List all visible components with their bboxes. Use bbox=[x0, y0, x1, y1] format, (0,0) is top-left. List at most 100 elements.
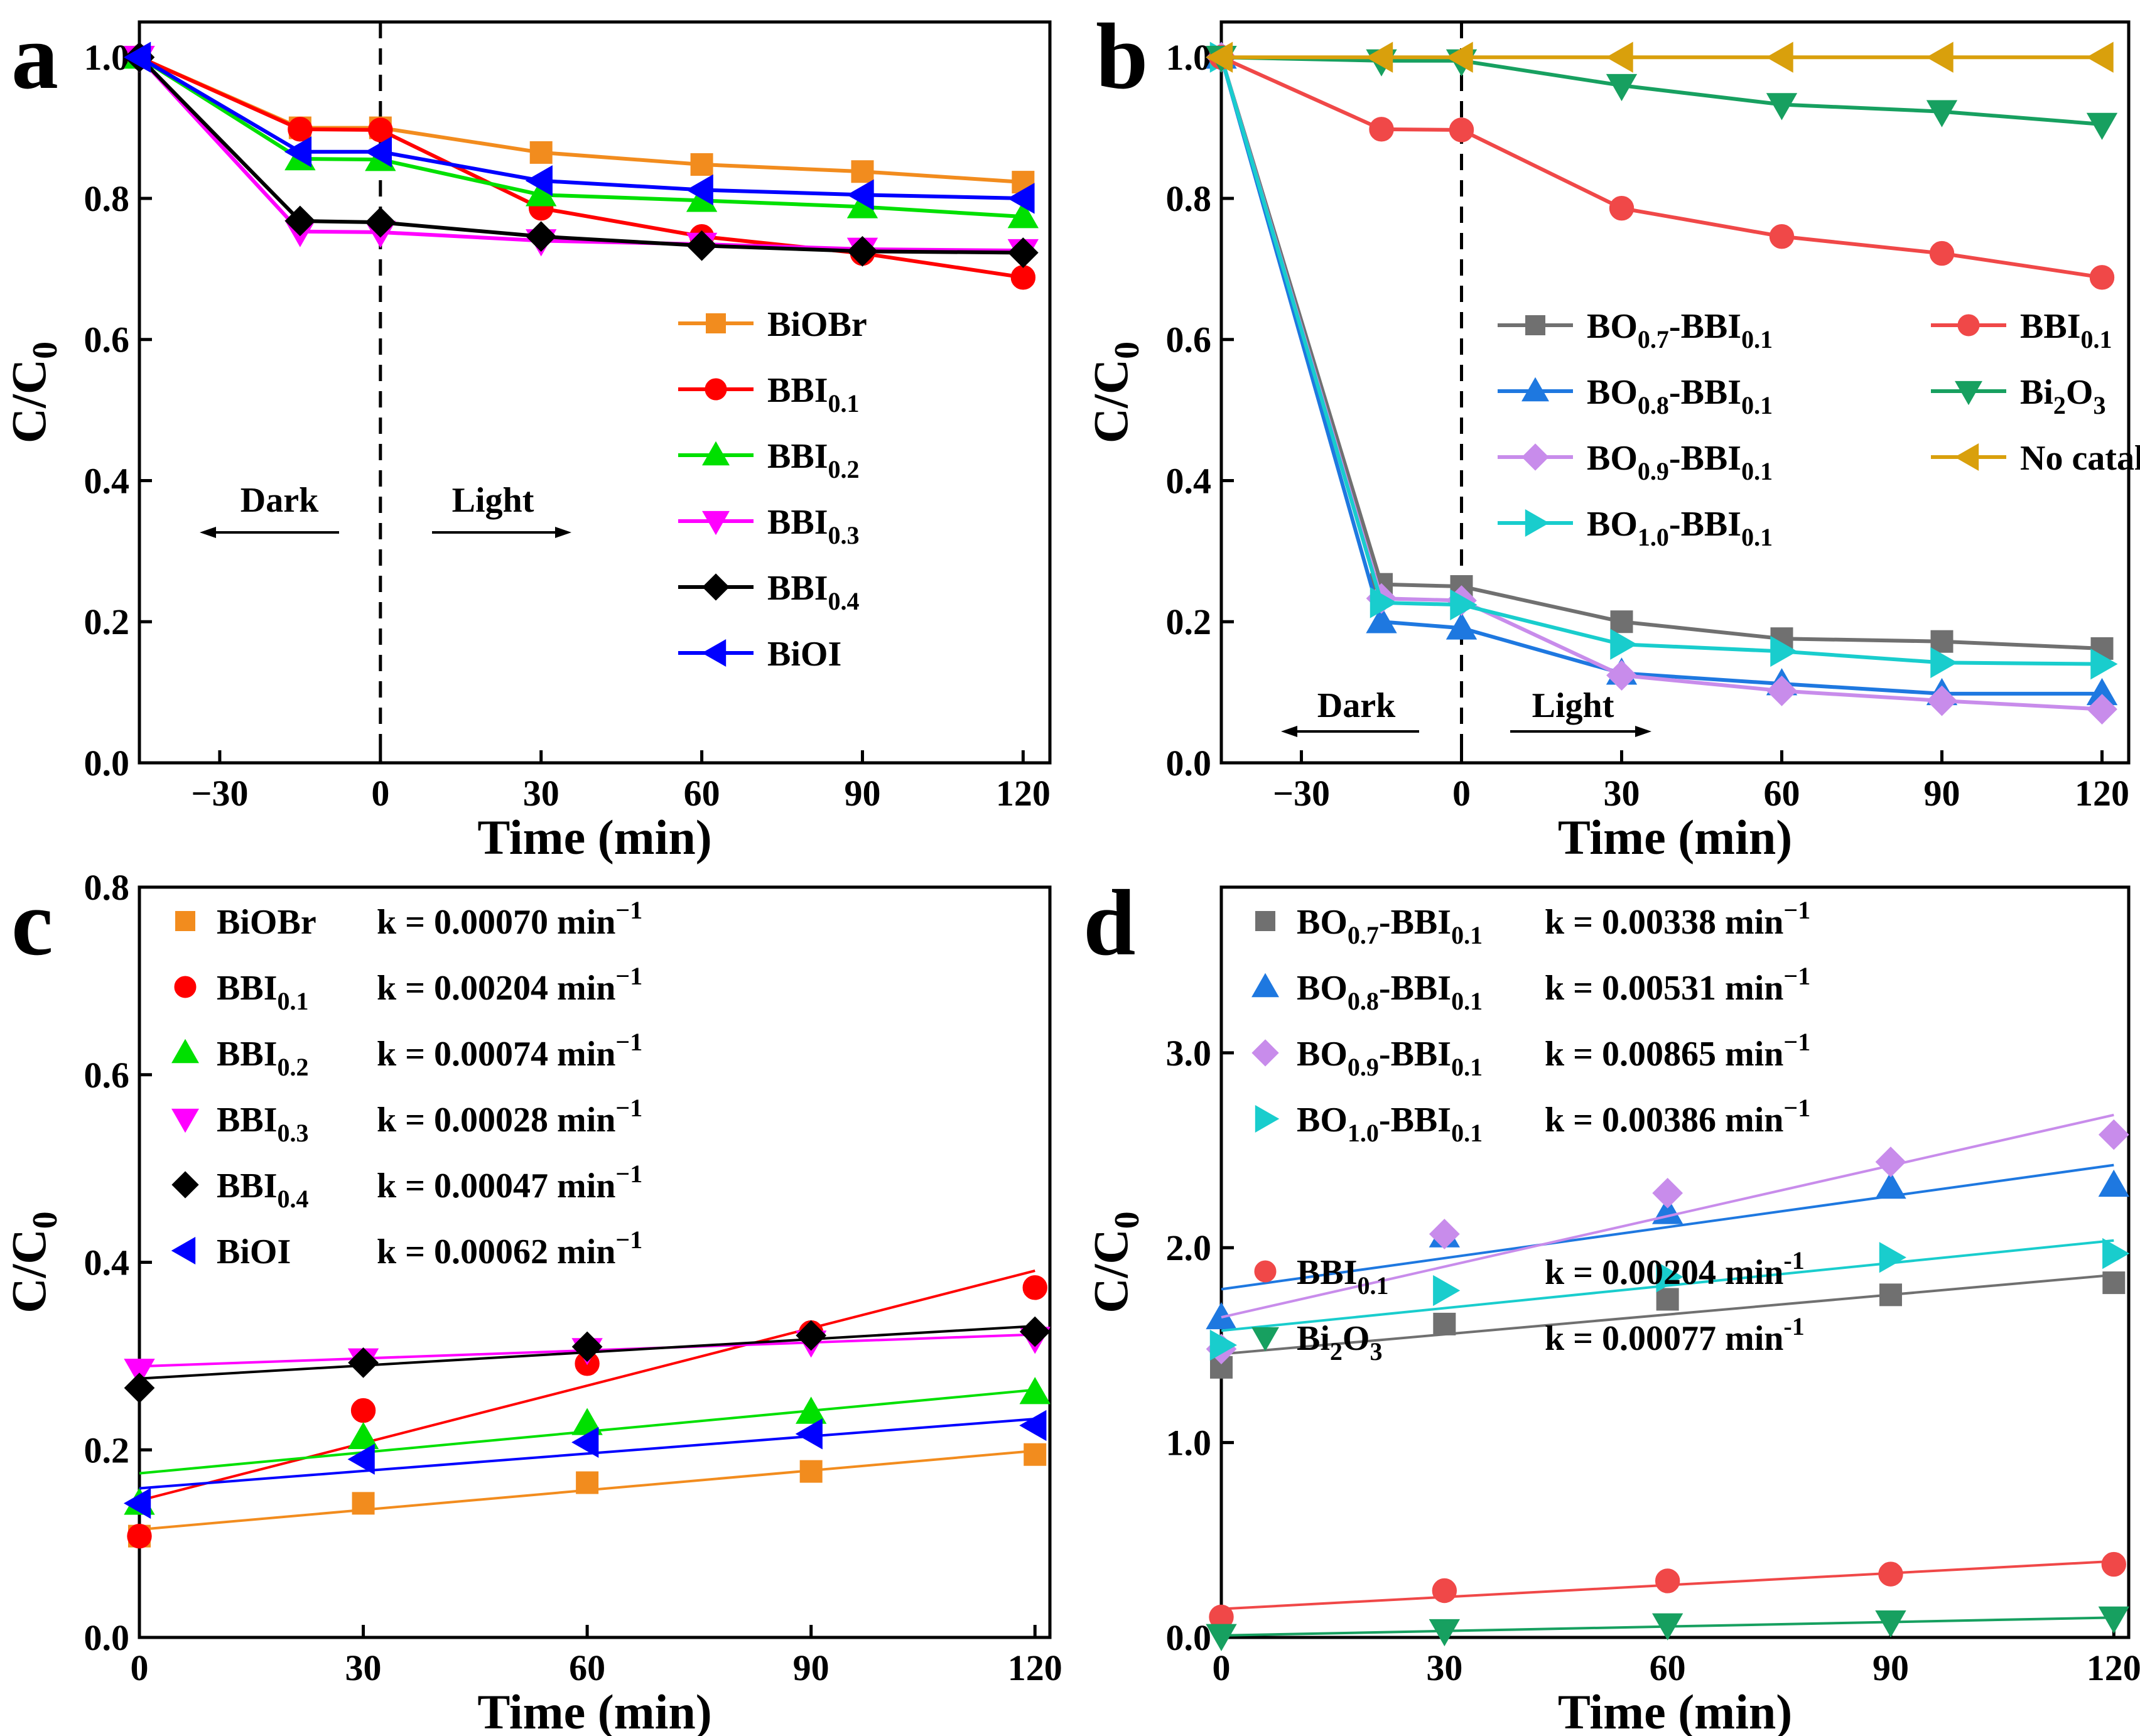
legend-label: Bi2O3 bbox=[2020, 373, 2105, 419]
panel-a: a −30 0 30 60 90 120 0.0 0.2 0.4 0.6 0.8 1.0 Time (m… bbox=[1, 4, 1052, 865]
data-point bbox=[352, 1492, 375, 1515]
legend-label: BBI0.3 bbox=[217, 1101, 309, 1147]
legend-item-d: Bi2O3 k = 0.00077 min-1 bbox=[1251, 1312, 1805, 1366]
legend-item-a: BiOBr bbox=[678, 305, 867, 344]
legend-item-c: BBI0.1 k = 0.00204 min−1 bbox=[174, 962, 642, 1015]
y-tick-label-a: 1.0 bbox=[84, 37, 130, 78]
legend-item-b: No catalyst bbox=[1931, 439, 2140, 478]
data-point bbox=[1930, 630, 1954, 653]
panel-letter-a: a bbox=[11, 4, 58, 109]
y-axis-label-d: C/C0 bbox=[1083, 1211, 1147, 1313]
legend-marker bbox=[1525, 509, 1550, 537]
data-point bbox=[1875, 1610, 1906, 1638]
data-point bbox=[686, 230, 717, 261]
y-axis-label-b: C/C0 bbox=[1083, 342, 1147, 443]
x-tick-label-b: 90 bbox=[1924, 773, 1960, 814]
legend-label: Bi2O3 bbox=[1297, 1319, 1382, 1366]
data-point bbox=[124, 1372, 155, 1404]
legend-marker bbox=[1251, 973, 1279, 998]
series-b-Bi2O3 bbox=[1206, 45, 2118, 140]
legend-label: BBI0.1 bbox=[217, 969, 309, 1015]
legend-label: BO0.9-BBI0.1 bbox=[1587, 439, 1773, 485]
data-point bbox=[1206, 41, 1233, 73]
series-a-BBI0.4 bbox=[124, 41, 1039, 268]
data-point bbox=[2086, 41, 2114, 73]
panel-letter-d: d bbox=[1083, 871, 1135, 975]
series-d-Bi2O3 bbox=[1206, 1606, 2129, 1651]
series-d-BO1.0-BBI0.1 bbox=[1209, 1237, 2130, 1361]
data-point bbox=[1766, 93, 1798, 121]
data-point bbox=[1010, 265, 1036, 290]
legend-marker bbox=[1254, 1260, 1277, 1283]
legend-marker bbox=[702, 441, 730, 466]
legend-marker bbox=[702, 573, 730, 601]
data-point bbox=[1366, 606, 1397, 633]
series-c-BiOI bbox=[124, 1410, 1047, 1519]
data-point bbox=[2090, 648, 2118, 680]
legend-marker bbox=[1255, 1105, 1280, 1133]
legend-label: BiOBr bbox=[767, 305, 867, 344]
fit-line bbox=[139, 1270, 1035, 1502]
legend-marker bbox=[1521, 443, 1549, 471]
data-point bbox=[1926, 41, 1954, 73]
data-point bbox=[1369, 117, 1394, 142]
legend-rate-constant: k = 0.00070 min−1 bbox=[377, 896, 642, 942]
x-tick-label-a: 90 bbox=[844, 773, 880, 814]
y-axis-label-a: C/C0 bbox=[1, 342, 65, 443]
x-tick-label-c: 60 bbox=[569, 1647, 605, 1688]
data-point bbox=[2098, 1119, 2129, 1150]
legend-label: No catalyst bbox=[2020, 439, 2140, 478]
legend-rate-constant: k = 0.00062 min−1 bbox=[377, 1226, 642, 1271]
data-point bbox=[795, 1418, 823, 1450]
legend-label: BO0.8-BBI0.1 bbox=[1297, 969, 1483, 1015]
light-arrow-head-b bbox=[1635, 726, 1651, 737]
data-point bbox=[288, 117, 313, 142]
legend-item-c: BBI0.2 k = 0.00074 min−1 bbox=[171, 1028, 642, 1081]
data-point bbox=[1007, 201, 1039, 229]
data-point bbox=[2098, 1606, 2129, 1634]
data-point bbox=[350, 1398, 376, 1423]
x-tick-label-c: 120 bbox=[1008, 1647, 1062, 1688]
data-point bbox=[1429, 1619, 1461, 1647]
data-point bbox=[124, 41, 151, 73]
y-tick-label-b: 0.0 bbox=[1166, 743, 1212, 784]
legend-label: BBI0.1 bbox=[2020, 307, 2112, 353]
legend-item-b: BO0.9-BBI0.1 bbox=[1498, 439, 1773, 485]
data-point bbox=[1007, 237, 1039, 268]
legend-marker bbox=[1957, 314, 1980, 337]
x-tick-label-b: 60 bbox=[1764, 773, 1800, 814]
data-point bbox=[526, 221, 557, 252]
y-tick-label-b: 0.2 bbox=[1166, 601, 1212, 642]
data-point bbox=[1007, 183, 1035, 214]
data-point bbox=[1652, 1177, 1683, 1209]
y-tick-label-c: 0.6 bbox=[84, 1055, 130, 1096]
data-point bbox=[1446, 41, 1473, 73]
legend-item-b: Bi2O3 bbox=[1931, 373, 2105, 419]
data-point bbox=[686, 174, 713, 206]
series-line bbox=[1221, 55, 2102, 126]
legend-marker bbox=[1525, 315, 1545, 335]
legend-item-b: BO1.0-BBI0.1 bbox=[1498, 505, 1773, 551]
y-tick-label-c: 0.4 bbox=[84, 1243, 130, 1283]
legend-label: BBI0.1 bbox=[1297, 1253, 1389, 1300]
data-point bbox=[1449, 117, 1474, 143]
series-line bbox=[138, 55, 1024, 200]
data-point bbox=[1206, 1624, 1237, 1651]
legend-item-a: BBI0.4 bbox=[678, 569, 860, 615]
legend-marker bbox=[1954, 443, 1979, 471]
data-point bbox=[847, 235, 878, 267]
legend-marker bbox=[171, 1038, 199, 1064]
x-tick-label-c: 30 bbox=[345, 1647, 382, 1688]
legend-marker bbox=[1521, 377, 1549, 402]
legend-item-b: BO0.7-BBI0.1 bbox=[1498, 307, 1773, 353]
legend-label: BO1.0-BBI0.1 bbox=[1297, 1101, 1483, 1147]
legend-marker bbox=[1251, 1327, 1279, 1352]
data-point bbox=[2101, 1551, 2127, 1577]
legend-item-d: BO0.9-BBI0.1 k = 0.00865 min−1 bbox=[1251, 1028, 1810, 1081]
x-tick-label-c: 0 bbox=[131, 1647, 149, 1688]
data-point bbox=[576, 1471, 599, 1494]
y-tick-label-b: 0.8 bbox=[1166, 178, 1212, 219]
legend-item-d: BO1.0-BBI0.1 k = 0.00386 min−1 bbox=[1255, 1094, 1810, 1147]
y-tick-label-d: 0.0 bbox=[1166, 1617, 1212, 1658]
x-tick-label-b: 120 bbox=[2075, 773, 2129, 814]
